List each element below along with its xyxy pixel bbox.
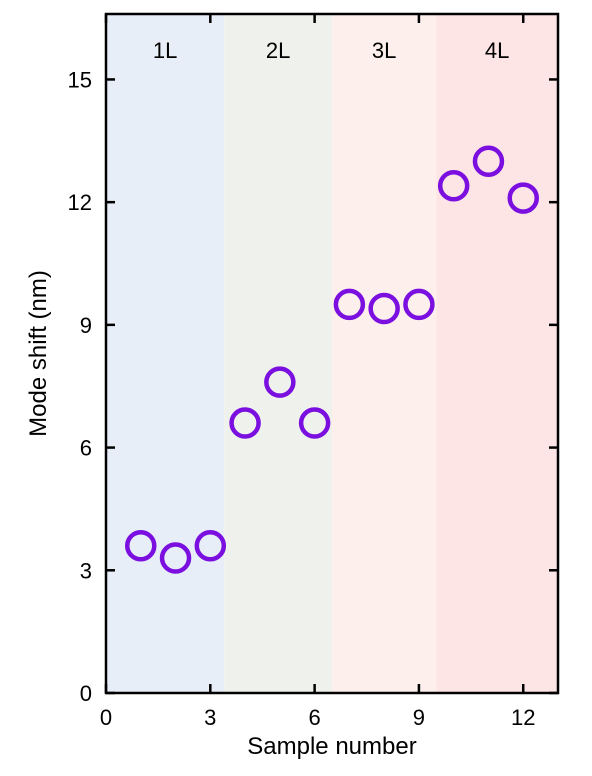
regions-layer bbox=[106, 14, 558, 693]
x-tick-label: 0 bbox=[100, 705, 112, 730]
data-point bbox=[403, 288, 435, 321]
region-band-3l bbox=[332, 14, 437, 693]
data-point bbox=[507, 182, 539, 214]
data-point bbox=[159, 542, 192, 574]
region-label-2l: 2L bbox=[266, 38, 290, 63]
region-band-4l bbox=[436, 14, 558, 693]
y-axis-title: Mode shift (nm) bbox=[25, 270, 52, 437]
data-point bbox=[298, 407, 331, 439]
x-axis-title: Sample number bbox=[247, 733, 416, 760]
data-point bbox=[229, 407, 261, 439]
data-point bbox=[437, 170, 470, 202]
y-tick-label: 6 bbox=[80, 436, 92, 461]
region-label-3l: 3L bbox=[372, 38, 396, 63]
data-point bbox=[333, 288, 366, 321]
plot-frame bbox=[104, 12, 560, 695]
x-tick-label: 6 bbox=[308, 705, 320, 730]
x-tick-label: 12 bbox=[511, 705, 535, 730]
region-label-4l: 4L bbox=[485, 38, 509, 63]
y-tick-label: 0 bbox=[80, 681, 92, 706]
data-point bbox=[472, 145, 505, 178]
x-tick-label: 9 bbox=[413, 705, 425, 730]
y-tick-label: 9 bbox=[80, 313, 92, 338]
y-tick-label: 12 bbox=[68, 190, 92, 215]
tick-labels-layer: 0 3 6 9 12 0 3 6 9 12 15 bbox=[68, 67, 536, 730]
region-labels-layer: 1L 2L 3L 4L bbox=[153, 38, 510, 63]
x-tick-label: 3 bbox=[204, 705, 216, 730]
data-point bbox=[194, 529, 227, 562]
data-point bbox=[368, 292, 400, 325]
ticks-layer bbox=[104, 14, 558, 695]
data-point bbox=[264, 366, 296, 398]
region-band-1l bbox=[106, 14, 225, 693]
y-tick-label: 3 bbox=[80, 558, 92, 583]
y-tick-label: 15 bbox=[68, 67, 92, 92]
points-layer bbox=[125, 145, 539, 574]
data-point bbox=[125, 529, 157, 562]
region-band-2l bbox=[224, 14, 332, 693]
region-label-1l: 1L bbox=[153, 38, 177, 63]
